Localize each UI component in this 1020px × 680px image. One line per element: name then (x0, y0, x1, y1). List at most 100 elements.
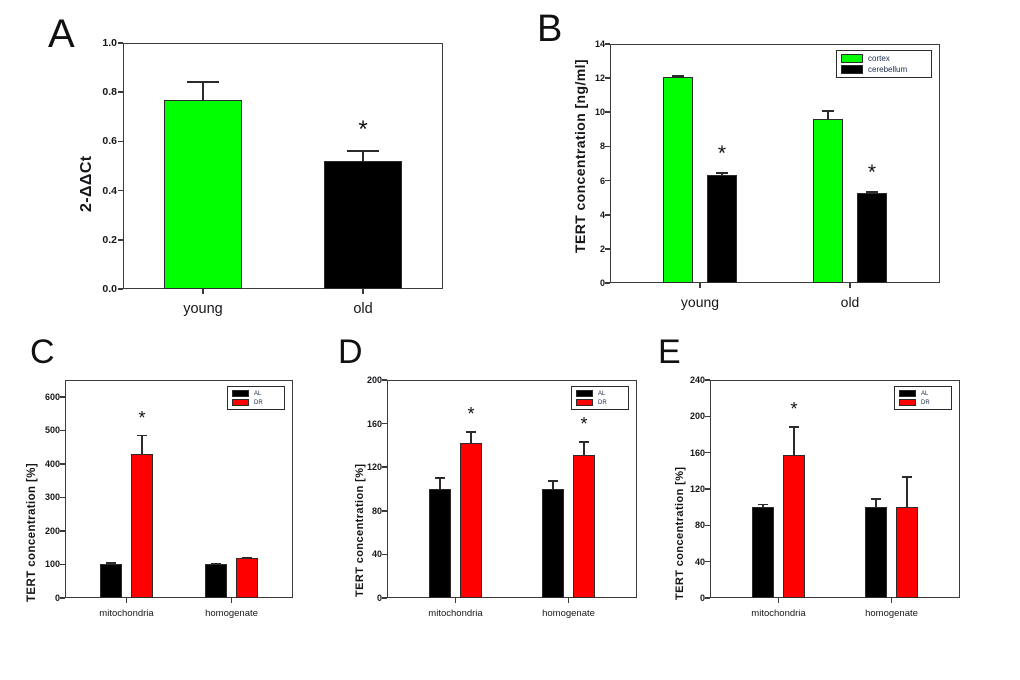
error-bar-cap (902, 476, 912, 479)
bar (752, 507, 774, 598)
bar (783, 455, 805, 598)
y-axis-tick-label: 0 (599, 278, 605, 288)
error-bar-cap (789, 426, 799, 429)
y-axis-tick-mark (605, 282, 610, 284)
x-axis-category-label: mitochondria (99, 608, 154, 619)
y-axis-tick-label: 4 (599, 209, 605, 220)
error-bar (552, 480, 554, 489)
error-bar-cap (715, 172, 729, 174)
error-bar-cap (821, 109, 835, 112)
error-bar (906, 476, 908, 508)
error-bar-cap (435, 477, 445, 479)
error-bar-cap (137, 434, 147, 437)
y-axis-tick-mark (705, 488, 710, 490)
y-axis-tick-mark (60, 530, 65, 532)
x-axis-category-label: old (353, 301, 373, 317)
y-axis-tick-mark (60, 429, 65, 432)
legend-color-swatch (576, 399, 593, 406)
y-axis-tick-mark (605, 43, 610, 45)
legend-color-swatch (899, 390, 916, 397)
chart-legend[interactable]: AL DR (571, 386, 629, 410)
legend-item[interactable]: AL (232, 390, 279, 397)
legend-color-swatch (232, 399, 249, 406)
y-axis-tick-mark (605, 145, 610, 148)
chart-legend[interactable]: AL DR (894, 386, 952, 410)
chart-legend[interactable]: cortex cerebellum (836, 50, 932, 78)
x-axis-category-label: mitochondria (428, 608, 483, 619)
panel-letter-d: D (338, 333, 363, 371)
y-axis-tick-mark (118, 189, 123, 192)
y-axis-tick-label: 400 (44, 458, 60, 469)
legend-item[interactable]: AL (899, 390, 946, 397)
bar (460, 443, 482, 598)
chart-legend[interactable]: AL DR (227, 386, 285, 410)
y-axis-tick-label: 0.0 (102, 283, 117, 295)
error-bar-cap (671, 74, 685, 77)
legend-item-label: DR (254, 399, 263, 406)
y-axis-tick-mark (705, 560, 710, 563)
legend-item[interactable]: DR (899, 399, 946, 406)
y-axis-tick-label: 120 (366, 462, 382, 473)
panel-e: E TERT concentration [%] 0 40 80 120 160 200 2… (650, 325, 1020, 680)
y-axis-tick-mark (60, 563, 65, 566)
y-axis-tick-label: 240 (689, 375, 705, 385)
y-axis-tick-mark (118, 91, 123, 93)
y-axis-tick-mark (382, 466, 387, 468)
error-bar (875, 498, 877, 508)
error-bar-cap (758, 503, 768, 506)
y-axis-tick-label: 160 (689, 447, 705, 458)
legend-color-swatch (841, 65, 863, 74)
bar (542, 489, 564, 598)
significance-asterisk: * (467, 404, 475, 425)
significance-asterisk: * (138, 407, 146, 428)
legend-item[interactable]: AL (576, 390, 623, 397)
panel-d-plot-area (387, 380, 637, 598)
x-axis-category-label: homogenate (865, 608, 918, 619)
y-axis-tick-label: 80 (371, 505, 382, 516)
legend-item-label: AL (254, 390, 262, 397)
error-bar (762, 503, 764, 508)
legend-item[interactable]: cortex (841, 54, 926, 63)
y-axis-tick-mark (382, 379, 387, 381)
panel-b-plot-area (610, 44, 940, 283)
y-axis-tick-label: 160 (366, 418, 382, 429)
y-axis-tick-mark (605, 179, 610, 182)
y-axis-tick-label: 40 (694, 556, 705, 567)
bar (813, 119, 843, 283)
panel-b-y-axis-title: TERT concentration [ng/ml] (572, 59, 588, 253)
y-axis-tick-mark (605, 248, 610, 250)
legend-item[interactable]: DR (576, 399, 623, 406)
y-axis-tick-label: 14 (594, 39, 605, 49)
significance-asterisk: * (867, 161, 877, 185)
y-axis-tick-mark (118, 42, 123, 44)
y-axis-tick-mark (705, 451, 710, 454)
legend-item-label: DR (598, 399, 607, 406)
error-bar-cap (466, 431, 476, 434)
error-bar-cap (579, 441, 589, 443)
error-bar-cap (211, 563, 221, 565)
x-axis-category-label: mitochondria (751, 608, 806, 619)
panel-a-y-axis-title: 2-ΔΔCt (78, 155, 95, 212)
legend-item[interactable]: cerebellum (841, 65, 926, 74)
bar (429, 489, 451, 598)
x-axis-tick-mark (567, 598, 570, 603)
y-axis-tick-label: 120 (689, 484, 705, 494)
y-axis-tick-label: 8 (599, 141, 605, 152)
legend-item-label: DR (921, 399, 930, 406)
panel-b: B TERT concentration [ng/ml] 0 2 4 6 8 10 12 14… (510, 0, 1020, 325)
bar (663, 77, 693, 283)
y-axis-tick-mark (705, 379, 710, 381)
y-axis-tick-label: 2 (599, 243, 605, 254)
y-axis-tick-label: 10 (594, 107, 605, 118)
y-axis-tick-label: 0 (699, 593, 705, 603)
bar (131, 453, 153, 598)
y-axis-tick-mark (705, 415, 710, 418)
x-axis-tick-mark (454, 598, 457, 603)
error-bar-cap (871, 498, 881, 500)
y-axis-tick-label: 200 (366, 375, 382, 385)
panel-letter-c: C (30, 333, 55, 371)
error-bar-cap (346, 150, 380, 152)
error-bar (141, 434, 143, 454)
legend-item[interactable]: DR (232, 399, 279, 406)
bar (707, 175, 737, 283)
